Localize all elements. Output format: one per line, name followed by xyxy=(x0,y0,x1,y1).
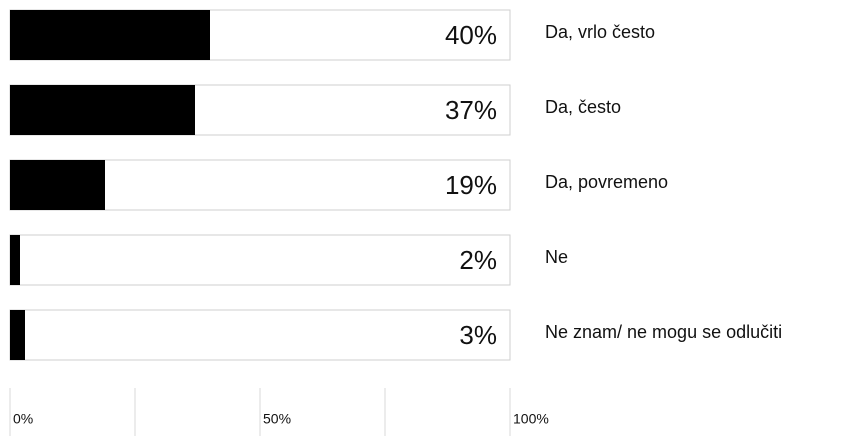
value-label: 3% xyxy=(459,320,497,350)
value-label: 37% xyxy=(445,95,497,125)
value-label: 2% xyxy=(459,245,497,275)
category-label: Ne znam/ ne mogu se odlučiti xyxy=(545,322,782,342)
bar-track xyxy=(9,234,511,286)
category-label: Ne xyxy=(545,247,568,267)
bar-track xyxy=(9,309,511,361)
bar xyxy=(10,160,105,210)
bar xyxy=(10,10,210,60)
category-label: Da, vrlo često xyxy=(545,22,655,42)
value-label: 40% xyxy=(445,20,497,50)
bar xyxy=(10,85,195,135)
category-label: Da, često xyxy=(545,97,621,117)
bar xyxy=(10,310,25,360)
category-label: Da, povremeno xyxy=(545,172,668,192)
value-label: 19% xyxy=(445,170,497,200)
bar xyxy=(10,235,20,285)
x-tick-label: 0% xyxy=(13,411,33,427)
x-tick-label: 50% xyxy=(263,411,291,427)
x-tick-label: 100% xyxy=(513,411,549,427)
